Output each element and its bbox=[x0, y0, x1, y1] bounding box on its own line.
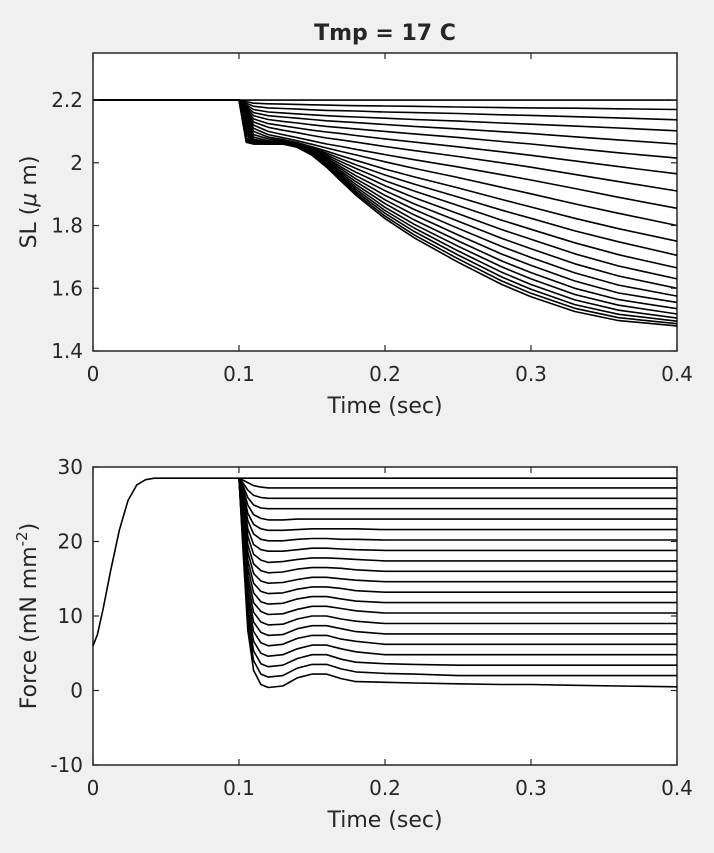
force-series-line-16 bbox=[238, 478, 677, 647]
sl-x-tick-label: 0.3 bbox=[515, 362, 547, 386]
sl-y-axis-label: SL (μ m) bbox=[17, 156, 42, 249]
force-x-tick-label: 0 bbox=[87, 776, 100, 800]
sl-y-tick-label: 2 bbox=[70, 151, 83, 175]
sl-series-line-1 bbox=[93, 99, 678, 111]
force-x-tick-label: 0.3 bbox=[515, 776, 547, 800]
force-series-line-9 bbox=[238, 478, 677, 574]
sl-y-tick-label: 2.2 bbox=[51, 88, 83, 112]
sl-y-tick-label: 1.6 bbox=[51, 276, 83, 300]
force-series-line-20 bbox=[238, 478, 678, 689]
sl-series-line-5 bbox=[93, 99, 678, 159]
sl-series-line-7 bbox=[93, 99, 678, 192]
force-series-line-5 bbox=[238, 477, 677, 532]
force-series-line-12 bbox=[238, 478, 677, 605]
force-series-line-13 bbox=[238, 478, 677, 616]
force-series-line-3 bbox=[238, 477, 677, 510]
sl-y-tick-label: 1.8 bbox=[51, 214, 83, 238]
sl-x-ticks: 0 0.1 0.2 0.3 0.4 bbox=[87, 53, 693, 386]
sl-series-line-9 bbox=[93, 99, 678, 227]
sl-plot-area bbox=[92, 52, 678, 352]
force-series-line-19 bbox=[238, 478, 677, 678]
sl-x-axis-label: Time (sec) bbox=[326, 394, 442, 419]
force-x-tick-label: 0.2 bbox=[369, 776, 401, 800]
force-series-line-1 bbox=[238, 477, 677, 489]
force-series-line-11 bbox=[238, 478, 677, 595]
sl-chart: 0 0.1 0.2 0.3 0.4 1.4 1.6 1.8 2 2.2 Time (sec) S… bbox=[17, 52, 693, 419]
figure-title: Tmp = 17 C bbox=[314, 21, 456, 46]
sl-y-tick-label: 1.4 bbox=[51, 339, 83, 363]
force-y-tick-label: -10 bbox=[50, 753, 83, 777]
force-series-line-15 bbox=[238, 478, 677, 637]
force-series-line-17 bbox=[238, 478, 677, 658]
force-series-line-7 bbox=[238, 478, 677, 553]
sl-series-line-3 bbox=[93, 99, 678, 132]
sl-series-line-8 bbox=[93, 99, 678, 210]
sl-x-tick-label: 0 bbox=[87, 362, 100, 386]
sl-series-line-2 bbox=[93, 99, 678, 121]
sl-x-tick-label: 0.2 bbox=[369, 362, 401, 386]
force-series-line-4 bbox=[238, 477, 677, 521]
sl-series-line-4 bbox=[93, 99, 678, 145]
force-plot-area bbox=[92, 466, 678, 766]
force-x-axis-label: Time (sec) bbox=[326, 808, 442, 833]
sl-series-line-11 bbox=[93, 99, 678, 257]
force-x-tick-label: 0.4 bbox=[661, 776, 693, 800]
sl-curves bbox=[93, 99, 678, 327]
force-activation-line bbox=[92, 477, 239, 647]
force-series-line-2 bbox=[238, 477, 677, 500]
sl-y-ticks: 1.4 1.6 1.8 2 2.2 bbox=[51, 88, 677, 363]
sl-series-line-6 bbox=[93, 99, 678, 175]
force-y-tick-label: 0 bbox=[70, 679, 83, 703]
sl-series-line-22 bbox=[93, 99, 678, 327]
force-series-line-14 bbox=[238, 478, 677, 626]
force-y-axis-label: Force (mN mm-2) bbox=[13, 523, 42, 709]
force-x-ticks: 0 0.1 0.2 0.3 0.4 bbox=[87, 467, 693, 800]
force-series-line-6 bbox=[238, 478, 677, 542]
force-y-tick-label: 10 bbox=[58, 604, 83, 628]
force-series-line-8 bbox=[238, 478, 677, 564]
sl-series-line-10 bbox=[93, 99, 678, 242]
sl-x-tick-label: 0.4 bbox=[661, 362, 693, 386]
force-y-tick-label: 30 bbox=[58, 455, 83, 479]
force-y-ticks: -10 0 10 20 30 bbox=[50, 455, 677, 777]
force-curves bbox=[92, 477, 678, 689]
force-y-tick-label: 20 bbox=[58, 530, 83, 554]
force-series-line-18 bbox=[238, 478, 677, 668]
force-series-line-10 bbox=[238, 478, 677, 585]
sl-series-line-12 bbox=[93, 99, 678, 269]
force-x-tick-label: 0.1 bbox=[223, 776, 255, 800]
sl-x-tick-label: 0.1 bbox=[223, 362, 255, 386]
